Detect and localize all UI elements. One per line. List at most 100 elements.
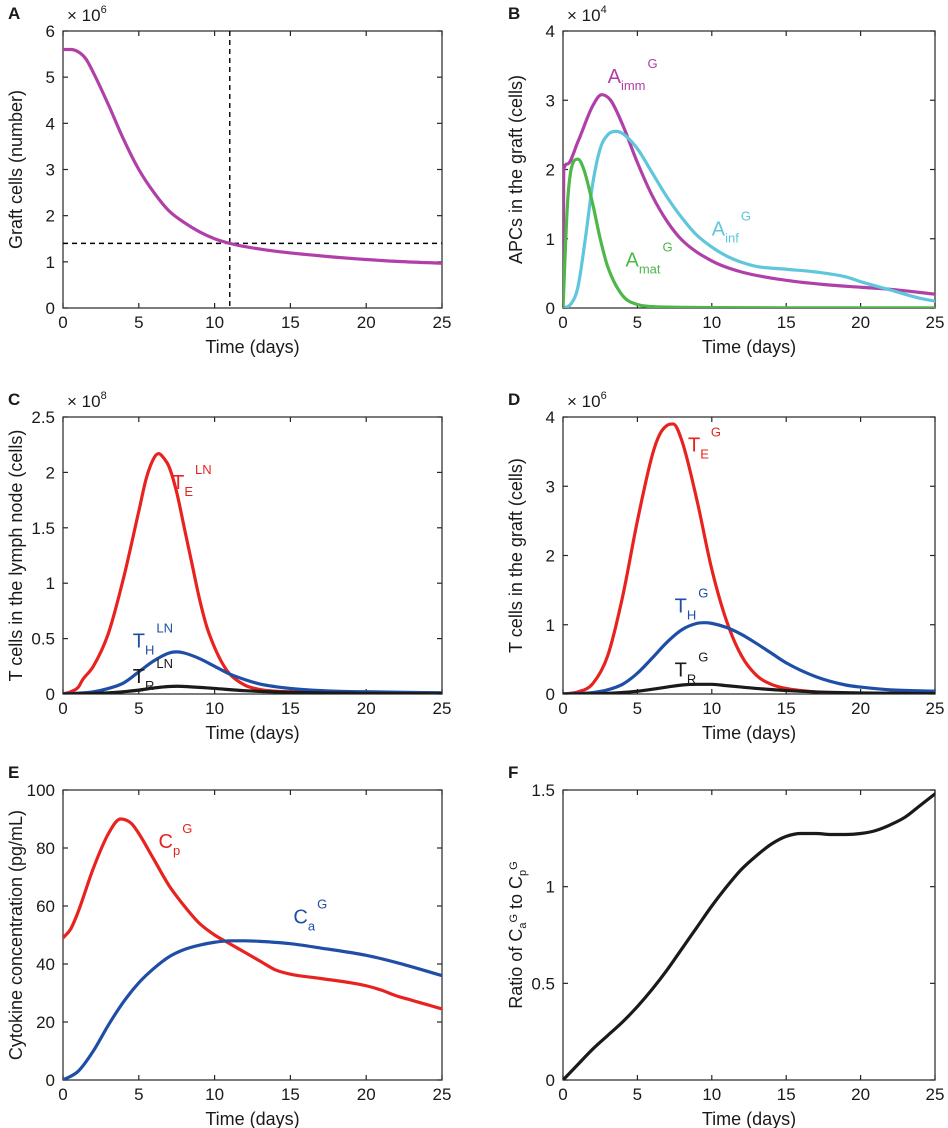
y-axis-label: APCs in the graft (cells) [506,75,526,264]
panel-label: E [8,763,19,782]
axis-multiplier: × 104 [567,4,607,25]
series-annotation: TEG [688,425,721,462]
x-axis-label: Time (days) [205,337,299,357]
panel-label: D [508,390,520,409]
axis-multiplier: × 106 [567,390,607,411]
series-line [563,157,935,308]
x-tick-label: 0 [558,1085,567,1104]
y-tick-label: 0 [46,1071,55,1090]
x-tick-label: 20 [851,313,870,332]
y-tick-label: 80 [36,839,55,858]
panel-label: A [8,4,20,23]
y-tick-label: 1 [46,253,55,272]
y-tick-label: 0 [546,299,555,318]
series-line [63,47,442,265]
y-tick-label: 2.5 [31,408,55,427]
x-tick-label: 15 [281,699,300,718]
x-tick-label: 25 [433,699,452,718]
y-tick-label: 0 [546,1071,555,1090]
series-line [63,650,442,694]
x-tick-label: 5 [134,1085,143,1104]
x-tick-label: 25 [433,313,452,332]
y-tick-label: 2 [46,207,55,226]
x-tick-label: 0 [58,313,67,332]
y-axis-label: Ratio of CaG to CpG [506,861,529,1008]
x-tick-label: 10 [205,1085,224,1104]
series-line [563,682,935,694]
panel-label: B [508,4,520,23]
panel-d: D × 106 0 5 10 15 20 25 0 1 2 3 4 Time (days) T cells … [506,390,944,743]
y-tick-label: 4 [546,22,555,41]
y-tick-label: 2 [546,547,555,566]
x-tick-label: 5 [134,313,143,332]
x-axis-label: Time (days) [205,723,299,743]
x-tick-label: 15 [777,699,796,718]
plot-frame [562,789,936,1081]
x-tick-label: 20 [357,699,376,718]
x-tick-label: 0 [58,699,67,718]
x-tick-label: 0 [558,699,567,718]
plot-frame [562,416,936,695]
y-tick-label: 1.5 [531,781,555,800]
series-annotation: TRLN [133,656,173,693]
plot-frame [62,30,443,309]
x-axis-label: Time (days) [205,1109,299,1128]
x-tick-label: 15 [281,1085,300,1104]
series-line [563,129,935,308]
x-tick-label: 5 [633,1085,642,1104]
y-tick-label: 1 [46,574,55,593]
y-tick-label: 3 [546,91,555,110]
y-tick-label: 1 [546,878,555,897]
y-tick-label: 0 [46,685,55,704]
axis-multiplier: × 106 [67,4,107,25]
plot-frame [62,789,443,1081]
y-axis-label: Graft cells (number) [6,90,26,249]
x-tick-label: 20 [357,1085,376,1104]
series-line [563,621,935,694]
y-axis-label: T cells in the lymph node (cells) [6,430,26,682]
y-axis-label: Cytokine concentration (pg/mL) [6,810,26,1060]
y-tick-label: 1.5 [31,519,55,538]
y-tick-label: 60 [36,897,55,916]
series-annotation: TRG [675,650,709,687]
series-annotation: TELN [172,462,212,499]
series-annotation: AinfG [712,208,751,245]
x-tick-label: 5 [134,699,143,718]
panel-a: A × 106 0 5 10 15 20 25 0 1 2 3 4 5 6 Time (days) Graft … [6,4,451,357]
x-tick-label: 5 [633,699,642,718]
x-tick-label: 15 [777,313,796,332]
panel-f: F 0 5 10 15 20 25 0 0.5 1 1.5 Time (days) Ratio of C… [506,763,944,1128]
panel-label: F [508,763,518,782]
series-annotation: THG [675,585,709,622]
x-tick-label: 25 [926,699,945,718]
panel-label: C [8,390,20,409]
x-tick-label: 25 [926,313,945,332]
series-annotation: CpG [159,821,193,858]
y-tick-label: 1 [546,616,555,635]
x-tick-label: 25 [433,1085,452,1104]
y-tick-label: 100 [27,781,55,800]
x-tick-label: 20 [851,1085,870,1104]
x-tick-label: 15 [777,1085,796,1104]
x-tick-label: 10 [702,1085,721,1104]
plot-frame [62,416,443,695]
y-tick-label: 5 [46,68,55,87]
series-line [563,422,935,694]
panel-c: C × 108 0 5 10 15 20 25 0 0.5 1 1.5 2 2.5 Time (days) T… [6,390,451,743]
series-line [63,684,442,694]
series-annotation: AmatG [625,239,672,276]
y-tick-label: 3 [546,477,555,496]
series-line [563,792,935,1080]
x-tick-label: 0 [58,1085,67,1104]
y-tick-label: 2 [46,463,55,482]
y-tick-label: 0 [46,299,55,318]
y-axis-label: T cells in the graft (cells) [506,458,526,653]
y-tick-label: 6 [46,22,55,41]
panel-b: B × 104 0 5 10 15 20 25 0 1 2 3 4 Time (days) APCs in … [506,4,944,357]
x-tick-label: 10 [205,313,224,332]
series-annotation: AimmG [608,56,658,93]
x-tick-label: 20 [357,313,376,332]
y-tick-label: 0 [546,685,555,704]
series-line [63,451,442,694]
